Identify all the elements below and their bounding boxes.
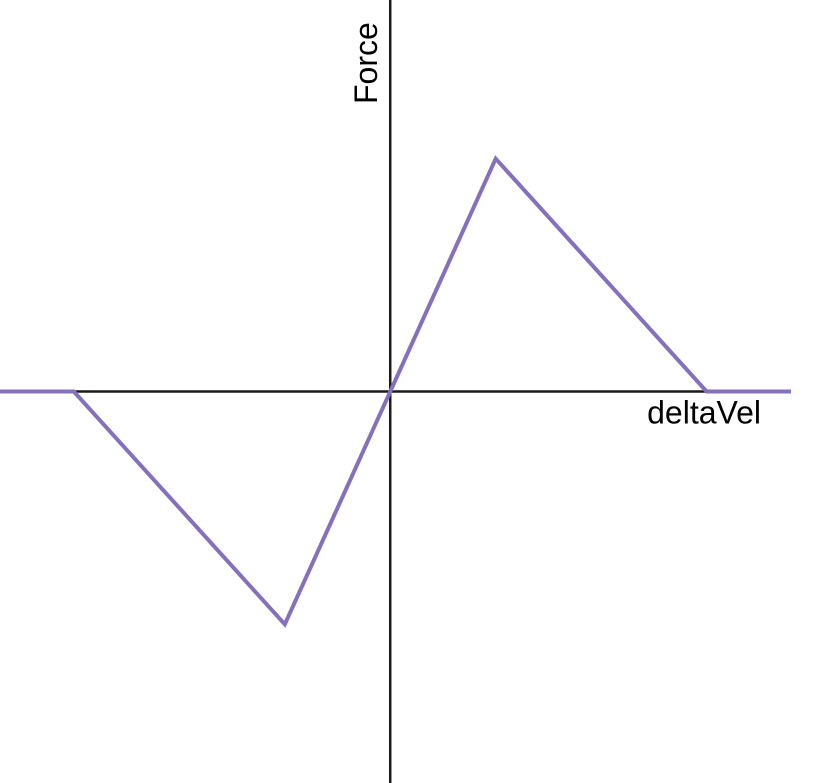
series-line-1 (0, 155, 791, 628)
series-layer (0, 155, 791, 628)
y-axis-label: Force (348, 22, 384, 104)
axes (0, 0, 791, 783)
x-axis-label: deltaVel (647, 395, 761, 431)
